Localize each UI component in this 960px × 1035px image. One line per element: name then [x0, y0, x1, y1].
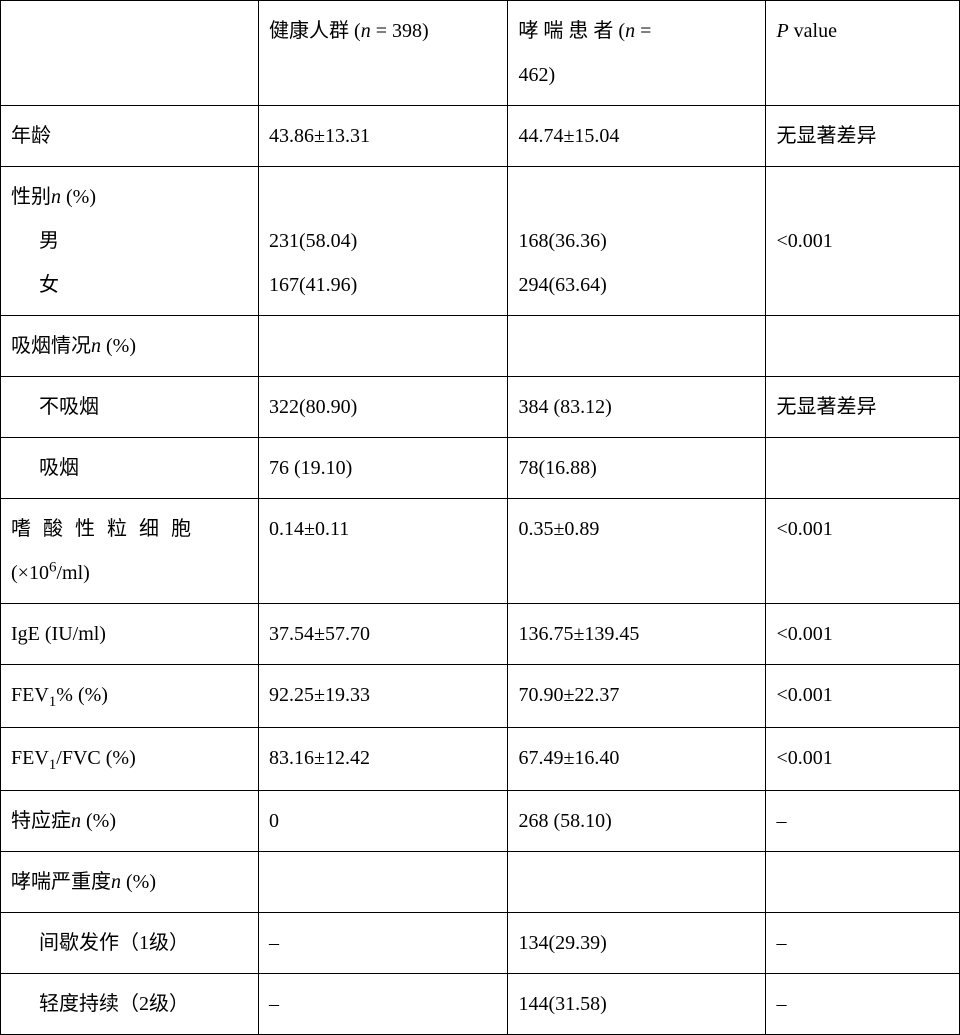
cell-sev1-p: – — [766, 913, 960, 974]
row-ige: IgE (IU/ml) 37.54±57.70 136.75±139.45 <0… — [1, 604, 960, 665]
label-smoke-no: 不吸烟 — [1, 377, 259, 438]
header-blank — [1, 1, 259, 106]
cell-age-p: 无显著差异 — [766, 106, 960, 167]
cell-smoke-yes-asthma: 78(16.88) — [508, 438, 766, 499]
row-sex: 性别n (%) 男 女 231(58.04) 167(41.96) 168(36… — [1, 167, 960, 316]
cell-age-asthma: 44.74±15.04 — [508, 106, 766, 167]
row-fev1-fvc: FEV1/FVC (%) 83.16±12.42 67.49±16.40 <0.… — [1, 728, 960, 791]
cell-fev1fvc-p: <0.001 — [766, 728, 960, 791]
row-atopy: 特应症n (%) 0 268 (58.10) – — [1, 791, 960, 852]
cell-fev1p-p: <0.001 — [766, 665, 960, 728]
label-age: 年龄 — [1, 106, 259, 167]
cell-ige-asthma: 136.75±139.45 — [508, 604, 766, 665]
cell-smoke-no-p: 无显著差异 — [766, 377, 960, 438]
row-fev1-percent: FEV1% (%) 92.25±19.33 70.90±22.37 <0.001 — [1, 665, 960, 728]
cell-ige-p: <0.001 — [766, 604, 960, 665]
cell-fev1fvc-asthma: 67.49±16.40 — [508, 728, 766, 791]
cell-eos-p: <0.001 — [766, 499, 960, 604]
cell-sex-asthma: 168(36.36) 294(63.64) — [508, 167, 766, 316]
cell-fev1p-asthma: 70.90±22.37 — [508, 665, 766, 728]
label-sex: 性别n (%) 男 女 — [1, 167, 259, 316]
header-pvalue: P value — [766, 1, 960, 106]
row-smoke-no: 不吸烟 322(80.90) 384 (83.12) 无显著差异 — [1, 377, 960, 438]
label-smoke: 吸烟情况n (%) — [1, 316, 259, 377]
cell-sev2-p: – — [766, 974, 960, 1035]
cell-atopy-healthy: 0 — [259, 791, 508, 852]
label-fev1-percent: FEV1% (%) — [1, 665, 259, 728]
label-severity: 哮喘严重度n (%) — [1, 852, 259, 913]
row-smoke-yes: 吸烟 76 (19.10) 78(16.88) — [1, 438, 960, 499]
label-ige: IgE (IU/ml) — [1, 604, 259, 665]
cell-eos-healthy: 0.14±0.11 — [259, 499, 508, 604]
cell-sex-healthy: 231(58.04) 167(41.96) — [259, 167, 508, 316]
cell-sev2-asthma: 144(31.58) — [508, 974, 766, 1035]
header-healthy: 健康人群 (n = 398) — [259, 1, 508, 106]
cell-smoke-yes-healthy: 76 (19.10) — [259, 438, 508, 499]
clinical-characteristics-table: 健康人群 (n = 398) 哮 喘 患 者 (n = 462) P value… — [0, 0, 960, 1035]
label-fev1-fvc: FEV1/FVC (%) — [1, 728, 259, 791]
row-severity-2: 轻度持续（2级） – 144(31.58) – — [1, 974, 960, 1035]
table-header-row: 健康人群 (n = 398) 哮 喘 患 者 (n = 462) P value — [1, 1, 960, 106]
label-eos: 嗜酸性粒细胞 (×106/ml) — [1, 499, 259, 604]
row-severity-1: 间歇发作（1级） – 134(29.39) – — [1, 913, 960, 974]
cell-fev1p-healthy: 92.25±19.33 — [259, 665, 508, 728]
cell-sev2-healthy: – — [259, 974, 508, 1035]
cell-ige-healthy: 37.54±57.70 — [259, 604, 508, 665]
cell-sex-p: <0.001 — [766, 167, 960, 316]
row-smoke-header: 吸烟情况n (%) — [1, 316, 960, 377]
cell-sev1-asthma: 134(29.39) — [508, 913, 766, 974]
header-asthma: 哮 喘 患 者 (n = 462) — [508, 1, 766, 106]
cell-smoke-yes-p — [766, 438, 960, 499]
cell-age-healthy: 43.86±13.31 — [259, 106, 508, 167]
cell-smoke-no-asthma: 384 (83.12) — [508, 377, 766, 438]
cell-smoke-no-healthy: 322(80.90) — [259, 377, 508, 438]
cell-fev1fvc-healthy: 83.16±12.42 — [259, 728, 508, 791]
label-severity-1: 间歇发作（1级） — [1, 913, 259, 974]
label-atopy: 特应症n (%) — [1, 791, 259, 852]
label-smoke-yes: 吸烟 — [1, 438, 259, 499]
label-severity-2: 轻度持续（2级） — [1, 974, 259, 1035]
row-eos: 嗜酸性粒细胞 (×106/ml) 0.14±0.11 0.35±0.89 <0.… — [1, 499, 960, 604]
cell-atopy-p: – — [766, 791, 960, 852]
cell-eos-asthma: 0.35±0.89 — [508, 499, 766, 604]
row-age: 年龄 43.86±13.31 44.74±15.04 无显著差异 — [1, 106, 960, 167]
row-severity-header: 哮喘严重度n (%) — [1, 852, 960, 913]
cell-atopy-asthma: 268 (58.10) — [508, 791, 766, 852]
cell-sev1-healthy: – — [259, 913, 508, 974]
